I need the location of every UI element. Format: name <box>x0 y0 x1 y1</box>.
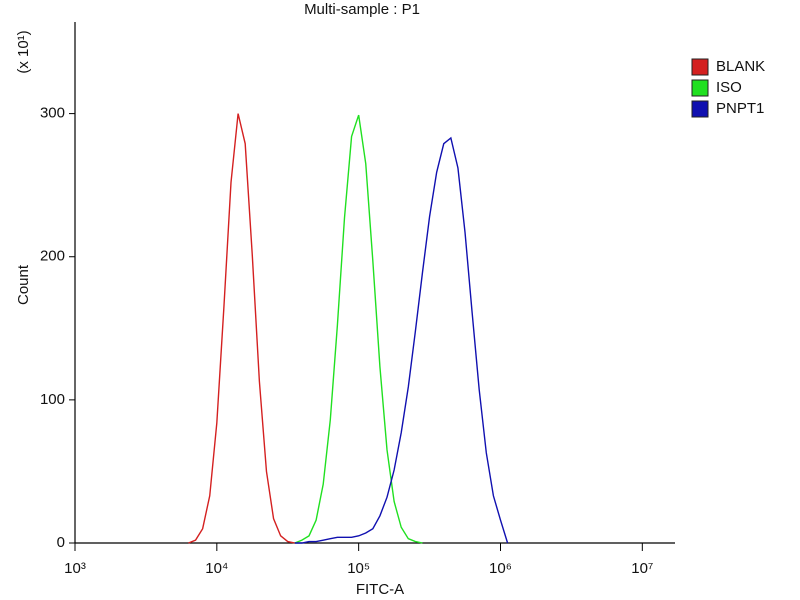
y-tick-label: 300 <box>40 105 65 122</box>
y-tick-label: 0 <box>57 534 65 551</box>
legend-swatch <box>691 79 709 97</box>
series-line <box>294 114 423 544</box>
x-tick-label: 10⁶ <box>489 560 512 577</box>
legend-label: ISO <box>716 79 742 96</box>
x-tick-label: 10⁷ <box>631 560 653 577</box>
chart-title: Multi-sample : P1 <box>304 1 420 18</box>
series-line <box>294 136 509 544</box>
x-tick-label: 10⁵ <box>347 560 370 577</box>
legend-label: PNPT1 <box>716 100 764 117</box>
series-line <box>188 113 295 544</box>
y-axis-multiplier: (x 10¹) <box>15 30 32 73</box>
y-axis-label: Count <box>15 264 32 305</box>
legend-label: BLANK <box>716 58 765 75</box>
x-tick-label: 10³ <box>64 560 86 577</box>
legend-swatch <box>691 58 709 76</box>
legend-swatch <box>691 100 709 118</box>
x-tick-label: 10⁴ <box>205 560 228 577</box>
y-tick-label: 200 <box>40 248 65 265</box>
y-tick-label: 100 <box>40 391 65 408</box>
x-axis-label: FITC-A <box>356 581 404 598</box>
